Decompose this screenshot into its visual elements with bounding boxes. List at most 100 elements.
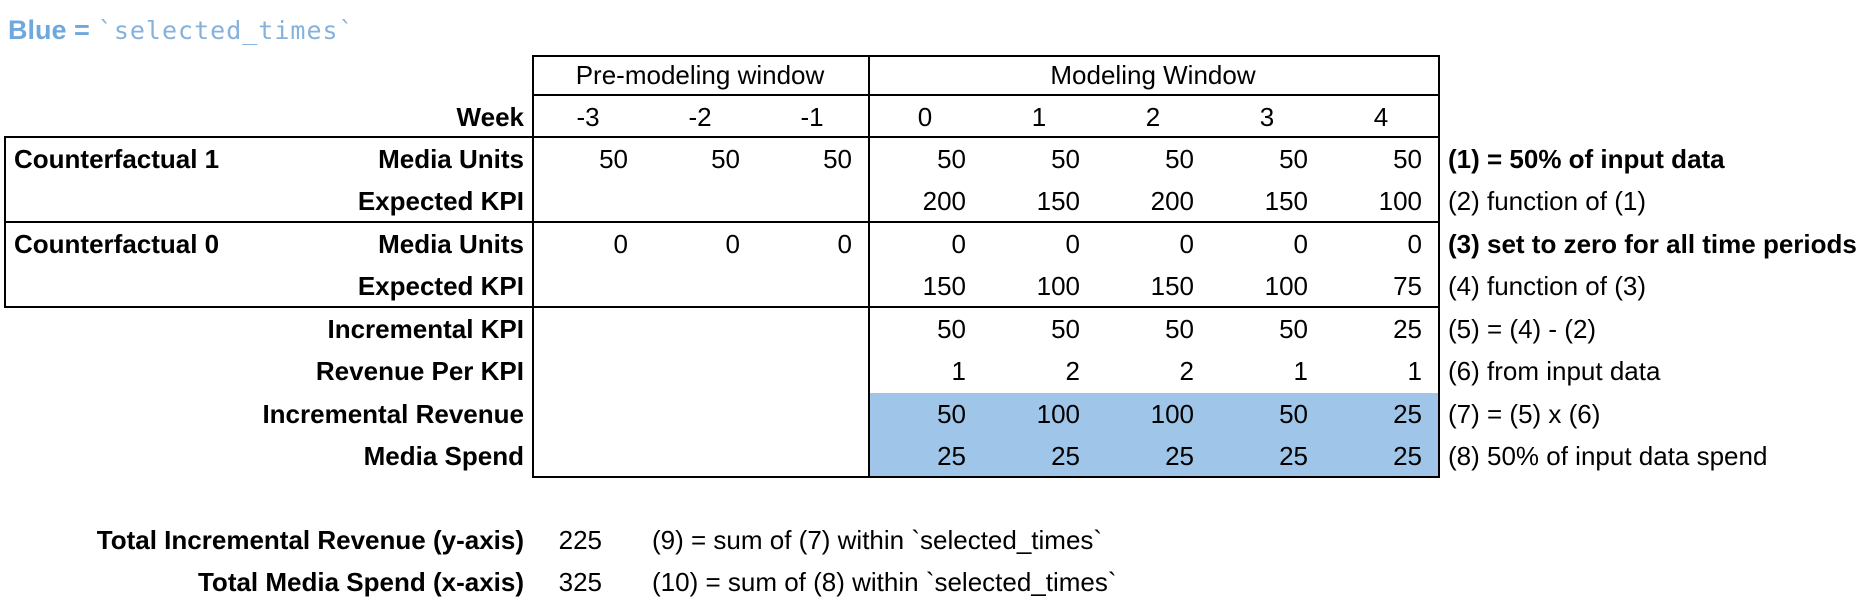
data-cell: 50 [1393, 143, 1422, 174]
week-row: Week -3 -2 -1 0 1 2 3 4 [4, 96, 1872, 138]
data-cell: 50 [1279, 398, 1308, 429]
week-cell: 2 [1145, 101, 1161, 132]
total-annotation: (9) = sum of (7) within `selected_times` [652, 524, 1103, 555]
table-row-media-spend: Media Spend 25 25 25 25 25 (8) 50% of in… [4, 436, 1872, 479]
row-annotation: (1) = 50% of input data [1448, 143, 1725, 174]
data-cell: 50 [937, 313, 966, 344]
data-cell: 1 [1407, 356, 1422, 387]
row-annotation: (3) set to zero for all time periods [1448, 228, 1857, 259]
data-cell: 100 [1264, 271, 1308, 302]
table-border-below-cf0 [4, 306, 1440, 308]
data-cell: 2 [1179, 356, 1194, 387]
data-cell: 100 [1378, 186, 1422, 217]
table-border-window-divider [868, 55, 870, 478]
table-row-incremental-revenue: Incremental Revenue 50 100 100 50 25 (7)… [4, 393, 1872, 436]
table-row-incremental-kpi: Incremental KPI 50 50 50 50 25 (5) = (4)… [4, 308, 1872, 351]
table-border-left [532, 55, 534, 478]
data-cell: 0 [951, 228, 966, 259]
table-border-bottom [532, 476, 1440, 478]
row-annotation: (5) = (4) - (2) [1448, 313, 1597, 344]
row-label: Incremental Revenue [262, 398, 524, 429]
week-row-label: Week [456, 101, 524, 132]
data-cell: 50 [937, 398, 966, 429]
table-row-media-units-cf0: Media Units 0 0 0 0 0 0 0 0 (3) set to z… [4, 223, 1872, 266]
pre-modeling-window-header: Pre-modeling window [575, 60, 825, 90]
data-cell: 25 [1051, 441, 1080, 472]
data-cell: 0 [725, 228, 740, 259]
data-cell: 50 [1279, 143, 1308, 174]
week-cell: -1 [800, 101, 824, 132]
data-cell: 50 [937, 143, 966, 174]
table-row-revenue-per-kpi: Revenue Per KPI 1 2 2 1 1 (6) from input… [4, 351, 1872, 394]
table-border-cf-divider [4, 221, 1440, 223]
total-media-spend-row: Total Media Spend (x-axis) 325 (10) = su… [4, 562, 1872, 605]
data-cell: 50 [1051, 313, 1080, 344]
data-cell: 75 [1393, 271, 1422, 302]
data-cell: 50 [711, 143, 740, 174]
total-label: Total Incremental Revenue (y-axis) [96, 524, 524, 555]
week-cell: 1 [1031, 101, 1047, 132]
data-cell: 50 [599, 143, 628, 174]
row-label: Media Spend [363, 441, 524, 472]
week-cell: 3 [1259, 101, 1275, 132]
row-annotation: (2) function of (1) [1448, 186, 1646, 217]
window-header-row: Pre-modeling window Modeling Window [4, 55, 1872, 96]
row-label: Expected KPI [357, 271, 524, 302]
row-label: Incremental KPI [327, 313, 524, 344]
row-label: Revenue Per KPI [315, 356, 524, 387]
total-value: 325 [558, 567, 602, 598]
row-annotation: (4) function of (3) [1448, 271, 1646, 302]
counterfactual-1-label: Counterfactual 1 [14, 143, 220, 174]
color-legend: Blue = `selected_times` [8, 12, 355, 48]
data-cell: 0 [1293, 228, 1308, 259]
legend-label: Blue = [8, 14, 90, 45]
data-cell: 25 [1165, 441, 1194, 472]
row-annotation: (7) = (5) x (6) [1448, 398, 1601, 429]
counterfactual-0-label: Counterfactual 0 [14, 228, 220, 259]
data-cell: 200 [1150, 186, 1194, 217]
data-cell: 50 [1279, 313, 1308, 344]
table-border-left-labels [4, 136, 6, 308]
table-row-expected-kpi-cf0: Expected KPI 150 100 150 100 75 (4) func… [4, 266, 1872, 309]
row-label: Media Units [378, 143, 524, 174]
data-cell: 25 [1279, 441, 1308, 472]
selected-times-highlight [870, 393, 1438, 476]
data-cell: 25 [937, 441, 966, 472]
row-label: Expected KPI [357, 186, 524, 217]
total-incremental-revenue-row: Total Incremental Revenue (y-axis) 225 (… [4, 519, 1872, 562]
data-cell: 150 [1036, 186, 1080, 217]
table-border-below-headers [532, 94, 1440, 96]
week-cell: -2 [688, 101, 712, 132]
data-cell: 0 [837, 228, 852, 259]
data-cell: 50 [1165, 313, 1194, 344]
row-annotation: (6) from input data [1448, 356, 1661, 387]
data-cell: 150 [922, 271, 966, 302]
table-row-media-units-cf1: Media Units 50 50 50 50 50 50 50 50 (1) … [4, 138, 1872, 181]
table-border-right [1438, 55, 1440, 478]
row-annotation: (8) 50% of input data spend [1448, 441, 1768, 472]
table-border-below-week [4, 136, 1440, 138]
week-cell: 0 [917, 101, 933, 132]
data-cell: 0 [1065, 228, 1080, 259]
modeling-window-header: Modeling Window [1050, 60, 1256, 90]
data-cell: 25 [1393, 441, 1422, 472]
total-label: Total Media Spend (x-axis) [197, 567, 524, 598]
data-cell: 1 [1293, 356, 1308, 387]
data-cell: 0 [1407, 228, 1422, 259]
table-border-top [532, 55, 1440, 57]
data-cell: 0 [613, 228, 628, 259]
data-cell: 150 [1264, 186, 1308, 217]
data-cell: 100 [1036, 271, 1080, 302]
data-cell: 200 [922, 186, 966, 217]
data-cell: 25 [1393, 313, 1422, 344]
legend-code-selected-times: `selected_times` [97, 15, 355, 45]
data-cell: 50 [1165, 143, 1194, 174]
data-cell: 150 [1150, 271, 1194, 302]
data-cell: 0 [1179, 228, 1194, 259]
data-cell: 2 [1065, 356, 1080, 387]
data-cell: 50 [823, 143, 852, 174]
total-annotation: (10) = sum of (8) within `selected_times… [652, 567, 1117, 598]
data-cell: 50 [1051, 143, 1080, 174]
data-cell: 25 [1393, 398, 1422, 429]
